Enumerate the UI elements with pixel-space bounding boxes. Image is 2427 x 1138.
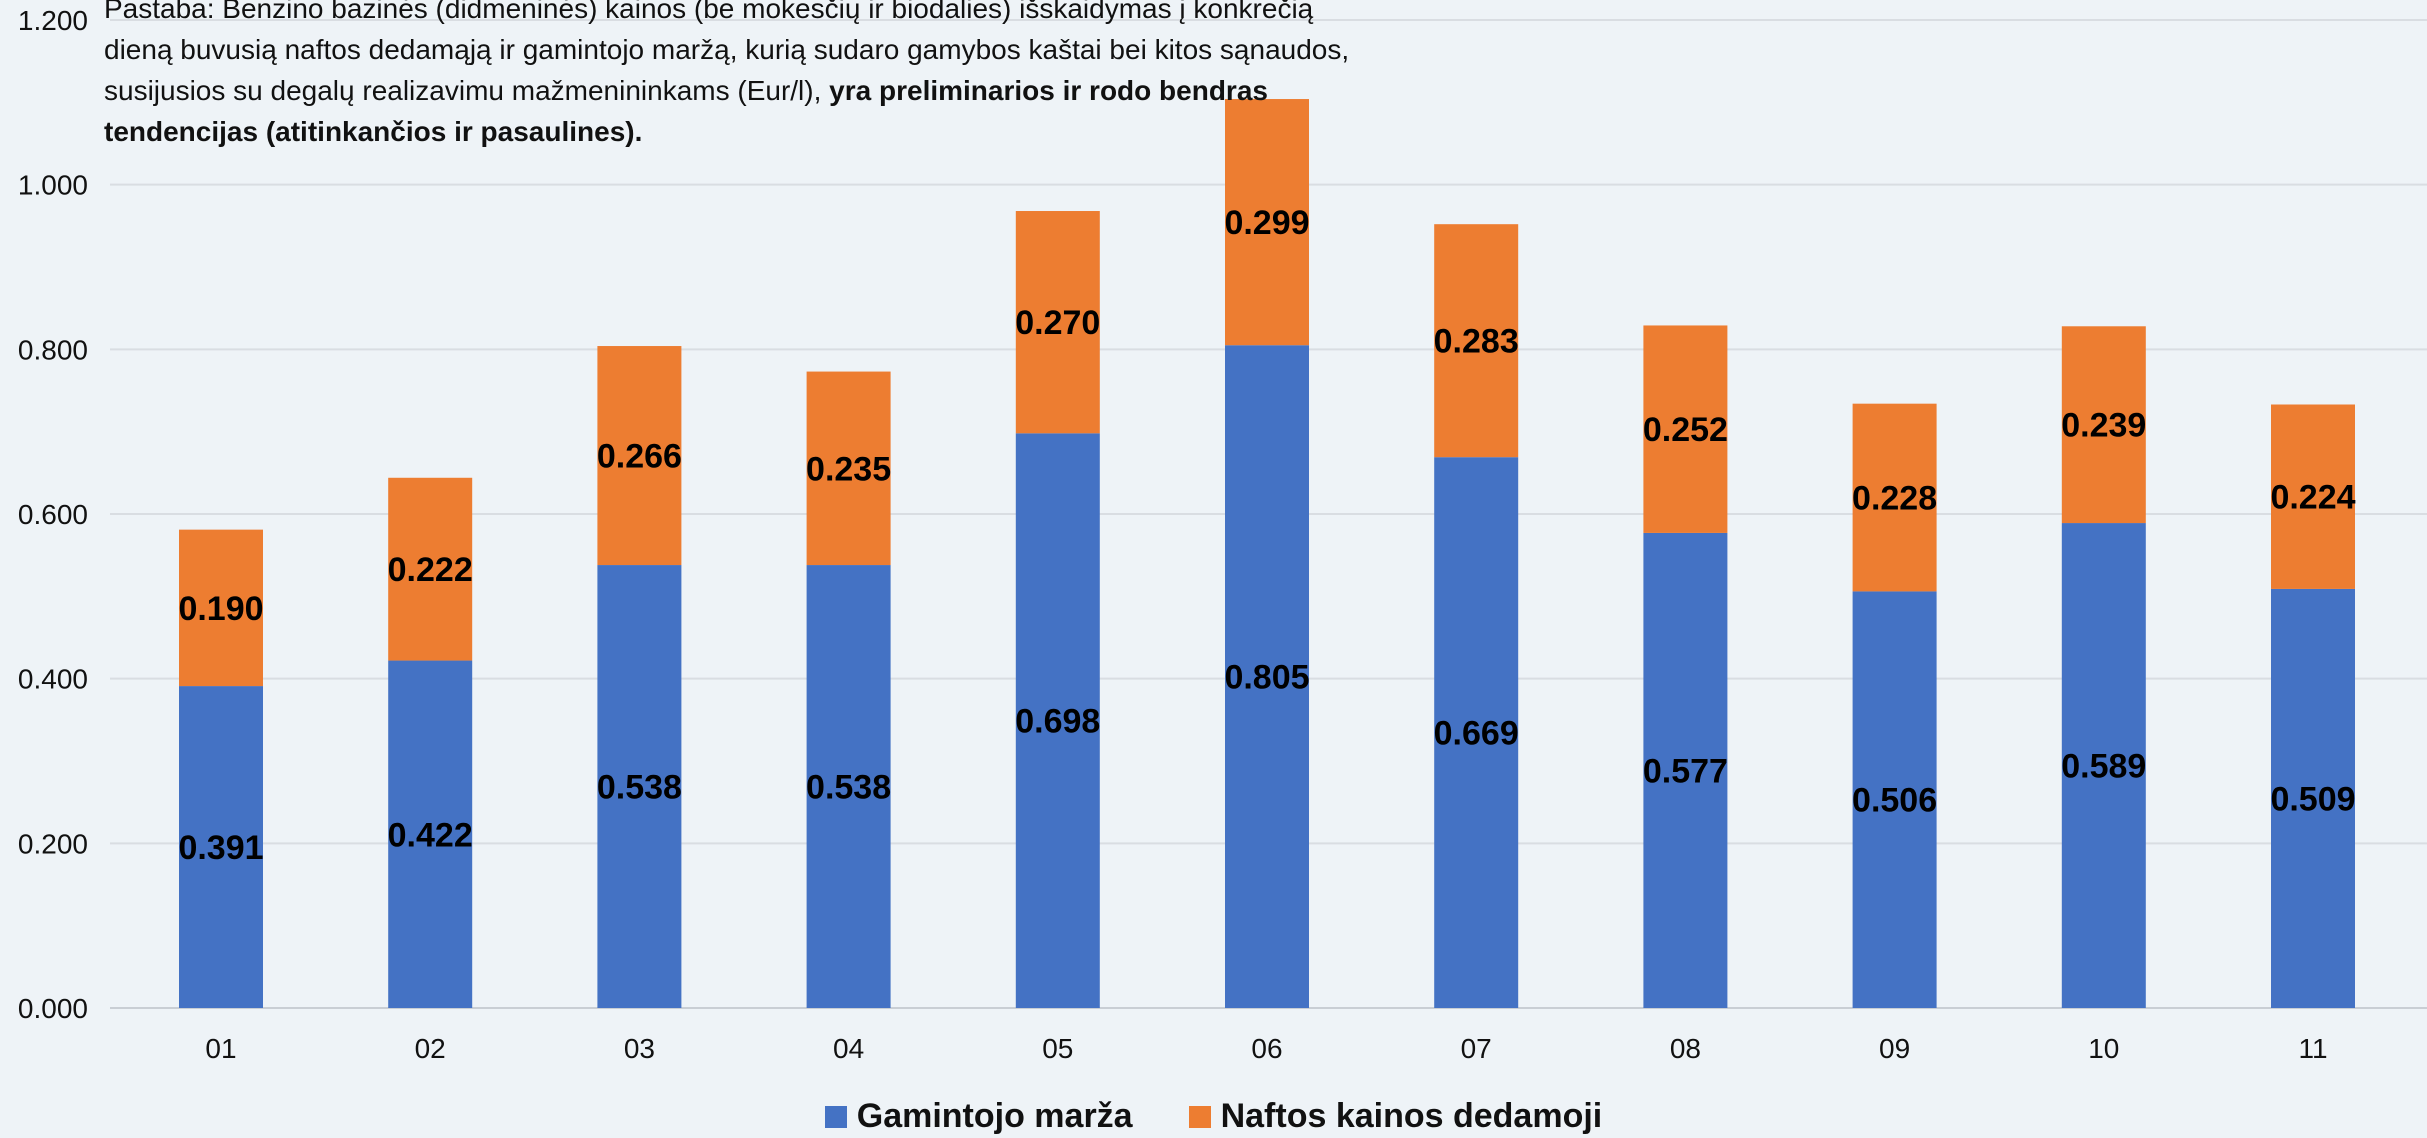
x-tick-label: 10 [2088, 1033, 2119, 1064]
data-label-margin: 0.577 [1643, 752, 1728, 790]
bar-oil [2271, 404, 2355, 589]
bars [179, 99, 2355, 1008]
bar-margin [179, 686, 263, 1008]
bar-margin [1434, 457, 1519, 1008]
x-tick-label: 05 [1042, 1033, 1073, 1064]
bar-oil [806, 371, 891, 566]
bar-oil [597, 346, 682, 566]
data-label-margin: 0.509 [2270, 780, 2355, 818]
legend-swatch-margin [824, 1105, 847, 1128]
x-tick-label: 02 [415, 1033, 446, 1064]
y-tick-label: 0.800 [18, 334, 88, 365]
data-label-margin: 0.589 [2061, 748, 2146, 786]
bar-oil [1852, 403, 1937, 592]
y-tick-label: 0.000 [18, 993, 88, 1024]
x-axis: 01 02 03 04 05 06 07 08 09 10 11 [205, 1033, 2327, 1064]
data-label-oil: 0.283 [1434, 323, 1519, 361]
y-tick-label: 1.200 [18, 5, 88, 36]
bar-oil [1434, 224, 1519, 458]
legend-item-margin: Gamintojo marža [824, 1097, 1133, 1136]
x-tick-label: 03 [624, 1033, 655, 1064]
data-label-oil: 0.235 [806, 450, 891, 488]
data-label-margin: 0.391 [178, 829, 263, 867]
bar-oil [1015, 211, 1100, 434]
bar-margin [1852, 591, 1937, 1008]
bar-oil [1225, 99, 1309, 346]
x-tick-label: 04 [833, 1033, 864, 1064]
data-label-oil: 0.299 [1224, 204, 1309, 242]
bar-margin [1643, 532, 1728, 1008]
note-text: Pastaba: Benzino bazinės (didmeninės) ka… [104, 0, 1350, 106]
data-labels: 0.391 0.190 0.422 0.222 0.538 0.266 0.538 0.235… [178, 204, 2355, 867]
data-label-margin: 0.669 [1434, 715, 1519, 753]
data-label-margin: 0.538 [597, 769, 682, 807]
x-tick-label: 09 [1879, 1033, 1910, 1064]
data-label-oil: 0.224 [2270, 479, 2355, 517]
y-tick-label: 0.600 [18, 499, 88, 530]
data-label-margin: 0.698 [1015, 703, 1100, 741]
bar-oil [179, 529, 263, 687]
data-label-margin: 0.506 [1852, 782, 1937, 820]
data-label-oil: 0.222 [388, 551, 473, 589]
bar-margin [1225, 345, 1309, 1008]
data-label-margin: 0.422 [388, 816, 473, 854]
y-tick-label: 1.000 [18, 170, 88, 201]
bar-margin [2271, 588, 2355, 1008]
chart-note: Pastaba: Benzino bazinės (didmeninės) ka… [104, 0, 1354, 152]
data-label-oil: 0.270 [1015, 304, 1100, 342]
bar-margin [1015, 433, 1100, 1008]
data-label-oil: 0.252 [1643, 411, 1728, 449]
data-label-oil: 0.228 [1852, 480, 1937, 518]
data-label-margin: 0.805 [1224, 659, 1309, 697]
legend-label-oil: Naftos kainos dedamoji [1220, 1097, 1603, 1135]
x-tick-label: 06 [1251, 1033, 1282, 1064]
bar-margin [597, 565, 682, 1008]
x-tick-label: 08 [1670, 1033, 1701, 1064]
legend-swatch-oil [1188, 1105, 1211, 1128]
legend: Gamintojo marža Naftos kainos dedamoji [0, 1097, 2427, 1136]
data-label-oil: 0.239 [2061, 407, 2146, 445]
bar-oil [1643, 325, 1728, 533]
bar-oil [388, 477, 473, 661]
data-label-margin: 0.538 [806, 769, 891, 807]
y-tick-label: 0.200 [18, 828, 88, 859]
data-label-oil: 0.266 [597, 438, 682, 476]
bar-margin [806, 565, 891, 1008]
legend-item-oil: Naftos kainos dedamoji [1188, 1097, 1603, 1136]
legend-label-margin: Gamintojo marža [856, 1097, 1133, 1135]
x-tick-label: 11 [2298, 1033, 2327, 1064]
x-tick-label: 07 [1461, 1033, 1492, 1064]
y-axis: 0.000 0.200 0.400 0.600 0.800 1.000 1.200 [18, 5, 88, 1024]
data-label-oil: 0.190 [178, 590, 263, 628]
bar-margin [388, 660, 473, 1008]
x-tick-label: 01 [205, 1033, 236, 1064]
bar-margin [2061, 523, 2146, 1008]
bar-oil [2061, 326, 2146, 524]
y-tick-label: 0.400 [18, 664, 88, 695]
note-bold-text: yra preliminarios ir rodo bendras tenden… [104, 75, 1268, 147]
